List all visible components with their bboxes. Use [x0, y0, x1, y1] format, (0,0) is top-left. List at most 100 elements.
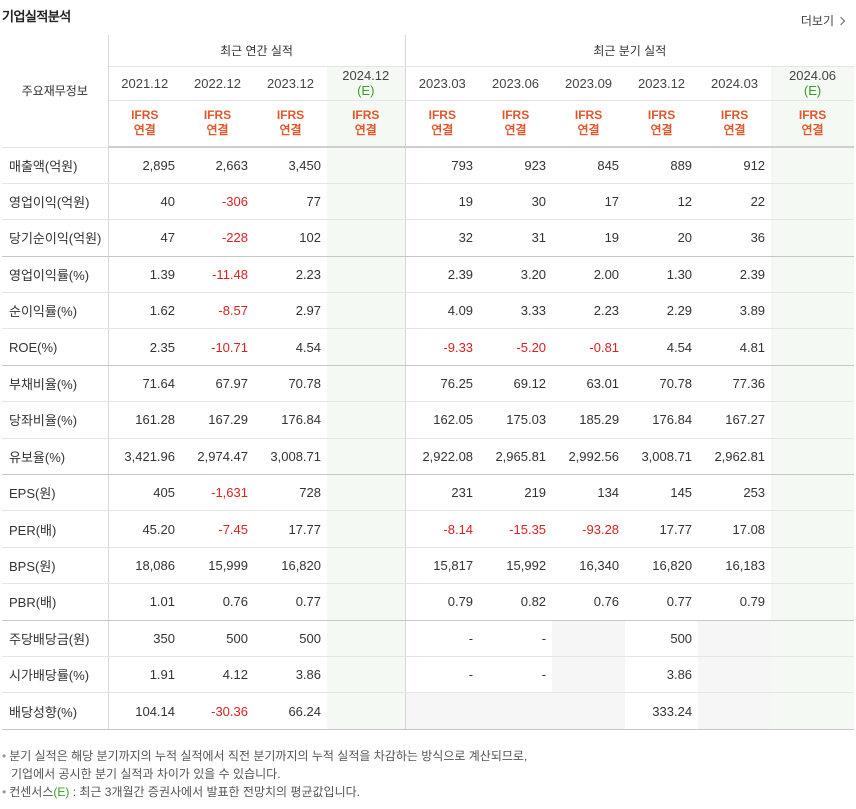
table-cell — [327, 219, 406, 257]
table-cell — [771, 365, 855, 403]
table-cell: 4.54 — [254, 328, 327, 366]
table-cell — [771, 328, 855, 366]
bullet-icon: • — [2, 749, 7, 763]
ifrs-header-row: IFRS 연결 IFRS 연결 IFRS 연결 IFRS 연결 IFRS 연결 IFRS 연결 IFRS… — [2, 100, 855, 148]
consolidated-label: 연결 — [431, 123, 454, 138]
table-cell — [771, 656, 855, 694]
table-cell — [327, 547, 406, 585]
table-cell: 3,421.96 — [108, 438, 181, 476]
consolidated-label: 연결 — [279, 123, 302, 138]
table-cell: 16,340 — [552, 547, 626, 585]
table-row: ROE(%) 2.35 -10.71 4.54 -9.33 -5.20 -0.81 4.54 4… — [2, 328, 855, 366]
table-cell: 1.30 — [625, 256, 699, 294]
row-label: 시가배당률(%) — [2, 656, 109, 694]
table-cell: 0.79 — [698, 583, 772, 621]
table-cell: 36 — [698, 219, 772, 257]
table-cell: -93.28 — [552, 510, 626, 548]
period-header-row: 2021.12 2022.12 2023.12 2024.12 (E) 2023.03 20… — [2, 66, 855, 101]
period-label: 2024.03 — [711, 75, 759, 91]
footnote-2-mark: (E) — [53, 785, 70, 799]
ifrs-header: IFRS 연결 — [327, 100, 406, 148]
table-cell — [771, 183, 855, 221]
table-cell: 40 — [108, 183, 181, 221]
table-cell: 32 — [405, 219, 480, 257]
consolidated-label: 연결 — [577, 123, 600, 138]
row-label: PBR(배) — [2, 583, 109, 621]
period-header: 2023.06 — [479, 66, 553, 101]
period-label: 2024.06 — [789, 68, 837, 83]
table-cell: 333.24 — [625, 692, 699, 730]
table-cell: - — [405, 620, 480, 657]
period-header: 2023.12 — [625, 66, 699, 101]
more-link[interactable]: 더보기 — [801, 12, 846, 29]
table-cell: 77 — [254, 183, 327, 221]
ifrs-header: IFRS 연결 — [479, 100, 553, 148]
period-label: 2023.06 — [492, 75, 540, 91]
table-cell: 19 — [552, 219, 626, 257]
table-row: EPS(원) 405 -1,631 728 231 219 134 145 253 — [2, 474, 855, 512]
footnote-2-prefix: 컨센서스 — [9, 785, 54, 799]
period-header: 2023.09 — [552, 66, 626, 101]
table-row: BPS(원) 18,086 15,999 16,820 15,817 15,992 16,3… — [2, 547, 855, 585]
table-cell — [327, 328, 406, 366]
ifrs-label: IFRS — [276, 108, 305, 123]
table-cell: 0.79 — [405, 583, 480, 621]
period-header: 2023.03 — [405, 66, 480, 101]
table-cell — [327, 474, 406, 512]
table-cell: - — [479, 620, 553, 657]
ifrs-header: IFRS 연결 — [405, 100, 480, 148]
table-cell: -10.71 — [181, 328, 254, 366]
table-cell: 2.23 — [552, 292, 626, 330]
table-cell — [327, 256, 406, 294]
table-cell — [327, 510, 406, 548]
table-cell — [327, 438, 406, 476]
estimate-mark: (E) — [357, 83, 375, 98]
consolidated-label: 연결 — [133, 123, 156, 138]
table-cell: 923 — [479, 147, 553, 184]
table-cell: -1,631 — [181, 474, 254, 512]
period-header: 2022.12 — [181, 66, 254, 101]
table-cell: -8.57 — [181, 292, 254, 330]
table-cell: 16,183 — [698, 547, 772, 585]
row-label: 배당성향(%) — [2, 692, 109, 730]
footnote-2-text: : 최근 3개월간 증권사에서 발표한 전망치의 평균값입니다. — [69, 785, 360, 799]
chevron-right-icon — [836, 16, 846, 25]
table-cell — [771, 219, 855, 257]
table-cell — [327, 147, 406, 184]
table-cell — [771, 401, 855, 439]
table-cell: 2.97 — [254, 292, 327, 330]
table-cell — [698, 620, 772, 657]
table-cell: 1.01 — [108, 583, 181, 621]
footnote-1: • 분기 실적은 해당 분기까지의 누적 실적에서 직전 분기까지의 누적 실적을… — [2, 747, 527, 765]
table-cell: 3.20 — [479, 256, 553, 294]
table-cell: -30.36 — [181, 692, 254, 730]
bullet-icon: • — [2, 785, 7, 799]
table-cell: 2,663 — [181, 147, 254, 184]
ifrs-label: IFRS — [720, 108, 749, 123]
table-cell: 0.77 — [254, 583, 327, 621]
table-cell: 500 — [181, 620, 254, 657]
table-cell: -15.35 — [479, 510, 553, 548]
table-cell — [327, 620, 406, 657]
table-row: 영업이익(억원) 40 -306 77 19 30 17 12 22 — [2, 183, 855, 221]
ifrs-label: IFRS — [647, 108, 676, 123]
table-cell: 15,817 — [405, 547, 480, 585]
period-label: 2021.12 — [121, 75, 169, 91]
table-cell: 12 — [625, 183, 699, 221]
table-cell: 889 — [625, 147, 699, 184]
row-label: PER(배) — [2, 510, 109, 548]
table-cell: 47 — [108, 219, 181, 257]
table-cell — [771, 620, 855, 657]
period-label: 2023.12 — [638, 75, 686, 91]
row-label: 매출액(억원) — [2, 147, 109, 184]
table-cell: 70.78 — [254, 365, 327, 403]
ifrs-label: IFRS — [131, 108, 159, 123]
table-cell: 0.82 — [479, 583, 553, 621]
table-cell — [771, 256, 855, 294]
table-row: 유보율(%) 3,421.96 2,974.47 3,008.71 2,922.08 2,… — [2, 438, 855, 476]
table-cell — [771, 583, 855, 621]
table-cell: 350 — [108, 620, 181, 657]
table-cell: 45.20 — [108, 510, 181, 548]
table-cell: 167.27 — [698, 401, 772, 439]
table-cell — [771, 147, 855, 184]
